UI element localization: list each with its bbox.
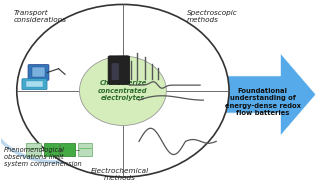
FancyBboxPatch shape: [22, 79, 47, 90]
FancyBboxPatch shape: [32, 67, 45, 77]
Bar: [26, 143, 41, 156]
FancyBboxPatch shape: [112, 63, 119, 80]
Bar: [44, 143, 58, 156]
FancyBboxPatch shape: [28, 64, 49, 81]
Text: Spectroscopic
methods: Spectroscopic methods: [187, 10, 238, 23]
Polygon shape: [223, 53, 316, 136]
FancyBboxPatch shape: [26, 81, 43, 87]
Text: Electrochemical
methods: Electrochemical methods: [91, 168, 149, 181]
Ellipse shape: [17, 5, 229, 177]
Text: Foundational
understanding of
energy-dense redox
flow batteries: Foundational understanding of energy-den…: [225, 88, 301, 116]
Text: Transport
considerations: Transport considerations: [14, 10, 67, 23]
Text: Characterize
concentrated
electrolytes: Characterize concentrated electrolytes: [98, 81, 148, 101]
Ellipse shape: [79, 56, 166, 125]
Bar: [78, 143, 92, 156]
Text: Phenomenological
observations limit
system comprehension: Phenomenological observations limit syst…: [4, 147, 82, 167]
FancyBboxPatch shape: [108, 56, 130, 84]
Bar: [60, 143, 75, 156]
